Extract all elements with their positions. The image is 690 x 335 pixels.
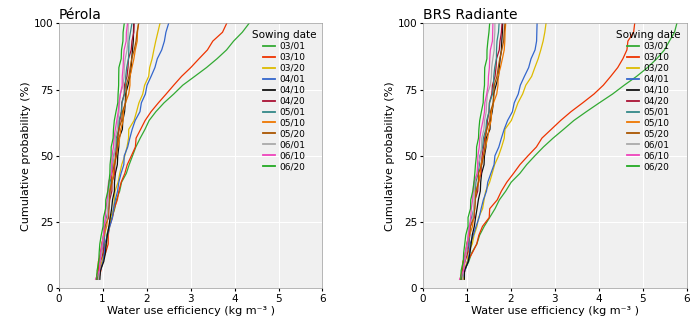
Y-axis label: Cumulative probability (%): Cumulative probability (%): [385, 81, 395, 230]
X-axis label: Water use efficiency (kg m⁻³ ): Water use efficiency (kg m⁻³ ): [471, 307, 639, 317]
Legend: 03/01, 03/10, 03/20, 04/01, 04/10, 04/20, 05/01, 05/10, 05/20, 06/01, 06/10, 06/: 03/01, 03/10, 03/20, 04/01, 04/10, 04/20…: [250, 28, 318, 174]
Text: BRS Radiante: BRS Radiante: [423, 8, 518, 22]
X-axis label: Water use efficiency (kg m⁻³ ): Water use efficiency (kg m⁻³ ): [106, 307, 275, 317]
Legend: 03/01, 03/10, 03/20, 04/01, 04/10, 04/20, 05/01, 05/10, 05/20, 06/01, 06/10, 06/: 03/01, 03/10, 03/20, 04/01, 04/10, 04/20…: [614, 28, 682, 174]
Y-axis label: Cumulative probability (%): Cumulative probability (%): [21, 81, 30, 230]
Text: Pérola: Pérola: [59, 8, 101, 22]
